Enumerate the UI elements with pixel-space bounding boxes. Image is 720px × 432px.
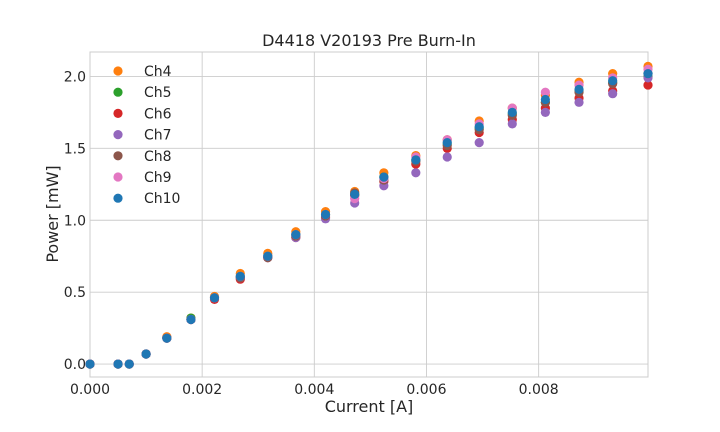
legend-marker <box>113 87 123 97</box>
series-ch10 <box>85 68 653 369</box>
data-point <box>235 271 245 281</box>
y-axis-ticks: 0.0 0.5 1.0 1.5 2.0 <box>64 69 86 373</box>
legend-marker <box>113 172 123 182</box>
y-tick-label: 0.5 <box>64 285 86 301</box>
data-point <box>442 137 452 148</box>
data-point <box>379 172 389 182</box>
data-point <box>209 293 220 303</box>
data-point <box>540 107 550 117</box>
data-point <box>643 68 653 79</box>
data-point <box>162 333 172 343</box>
data-point <box>474 137 484 148</box>
data-point <box>507 107 517 117</box>
data-point <box>113 359 123 369</box>
legend: Ch4 Ch5 Ch6 Ch7 Ch8 Ch9 Ch10 <box>113 64 180 207</box>
x-tick-label: 0.008 <box>519 382 559 398</box>
data-point <box>442 152 452 162</box>
data-point <box>411 155 421 165</box>
data-point <box>574 97 584 107</box>
x-axis-ticks: 0.000 0.002 0.004 0.006 0.008 <box>70 382 559 398</box>
legend-label: Ch5 <box>144 85 172 101</box>
data-point <box>540 94 550 105</box>
legend-label: Ch7 <box>144 128 172 144</box>
data-points <box>85 61 653 369</box>
x-axis-title: Current [A] <box>325 397 414 416</box>
x-tick-label: 0.002 <box>182 382 222 398</box>
data-point <box>263 251 273 261</box>
legend-marker <box>113 193 123 203</box>
data-point <box>350 189 360 199</box>
data-point <box>643 80 653 90</box>
data-point <box>85 359 95 369</box>
data-point <box>411 168 421 178</box>
legend-marker <box>113 108 123 118</box>
data-point <box>186 314 196 325</box>
y-tick-label: 2.0 <box>64 69 86 85</box>
plot-area <box>89 51 649 378</box>
legend-label: Ch4 <box>144 64 172 80</box>
data-point <box>608 76 618 86</box>
legend-marker <box>113 151 123 161</box>
legend-marker <box>113 130 123 140</box>
y-axis-title: Power [mW] <box>43 165 62 262</box>
x-tick-label: 0.004 <box>294 382 334 398</box>
data-point <box>507 119 517 129</box>
data-point <box>608 89 618 99</box>
data-point <box>474 122 484 132</box>
y-tick-label: 1.5 <box>64 141 86 157</box>
data-point <box>540 87 550 97</box>
grid-lines <box>89 52 648 377</box>
legend-label: Ch10 <box>144 191 180 207</box>
data-point <box>574 84 584 94</box>
data-point <box>320 209 331 220</box>
x-tick-label: 0.006 <box>406 382 446 398</box>
x-tick-label: 0.000 <box>70 382 110 398</box>
legend-label: Ch6 <box>144 106 172 122</box>
y-tick-label: 1.0 <box>64 213 86 229</box>
chart-title: D4418 V20193 Pre Burn-In <box>262 31 476 50</box>
data-point <box>291 230 301 240</box>
y-tick-label: 0.0 <box>64 357 86 373</box>
data-point <box>124 359 134 369</box>
legend-label: Ch9 <box>144 170 172 186</box>
data-point <box>141 349 151 359</box>
legend-label: Ch8 <box>144 149 172 165</box>
legend-marker <box>113 66 123 76</box>
